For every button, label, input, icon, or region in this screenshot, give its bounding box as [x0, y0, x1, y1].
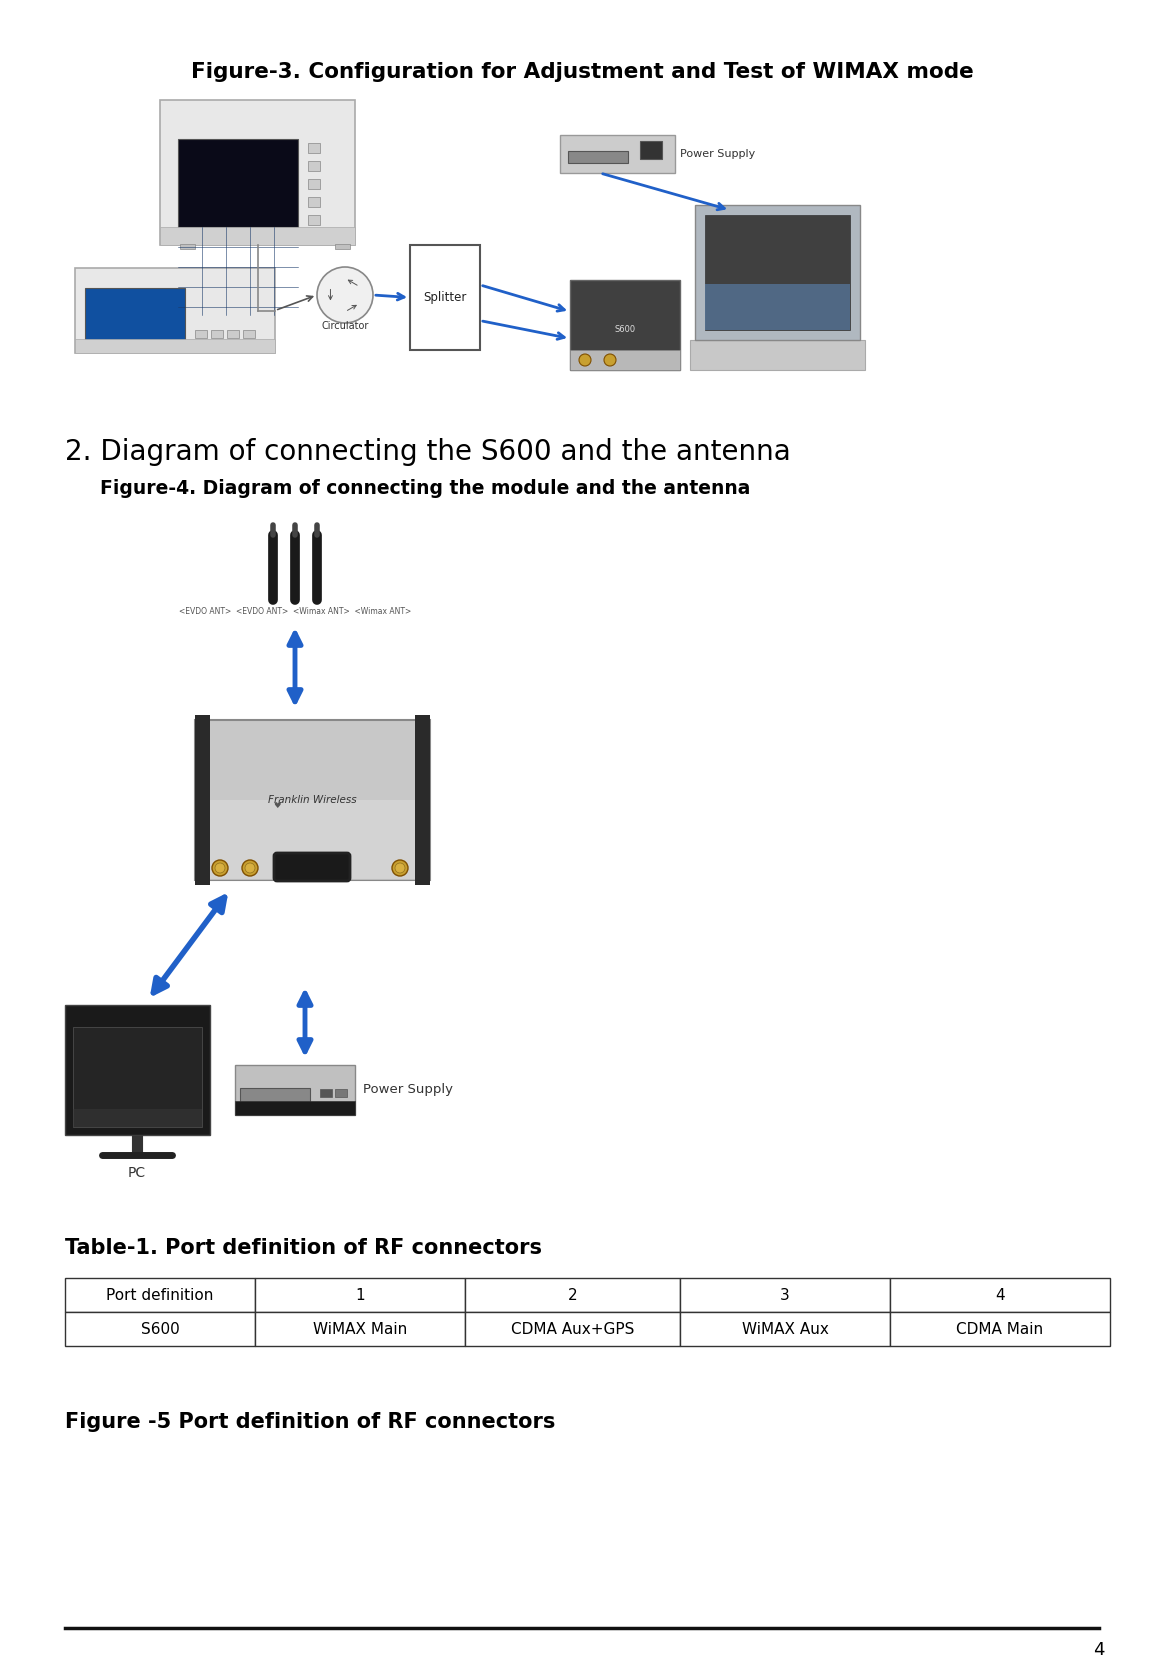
Circle shape: [604, 354, 616, 366]
Bar: [680, 1312, 890, 1346]
Text: 2: 2: [568, 1287, 577, 1302]
Bar: [320, 1089, 332, 1097]
Bar: [243, 331, 255, 337]
Bar: [73, 1109, 203, 1128]
Circle shape: [392, 861, 409, 876]
Bar: [640, 141, 662, 159]
Bar: [227, 331, 239, 337]
Bar: [416, 715, 430, 884]
Text: Splitter: Splitter: [424, 290, 467, 304]
Text: CDMA Main: CDMA Main: [957, 1322, 1044, 1336]
Text: 3: 3: [780, 1287, 790, 1302]
Bar: [65, 1279, 255, 1312]
Text: ♥: ♥: [274, 800, 281, 809]
Text: Table-1. Port definition of RF connectors: Table-1. Port definition of RF connector…: [65, 1238, 542, 1258]
Text: Port definition: Port definition: [106, 1287, 214, 1302]
Text: WiMAX Aux: WiMAX Aux: [741, 1322, 829, 1336]
Bar: [890, 1312, 1110, 1346]
FancyBboxPatch shape: [274, 852, 350, 881]
Bar: [560, 134, 675, 173]
Bar: [196, 715, 210, 884]
Bar: [196, 331, 207, 337]
Bar: [196, 720, 430, 879]
Text: PC: PC: [128, 1166, 146, 1180]
Bar: [705, 215, 850, 331]
Bar: [74, 339, 275, 352]
Circle shape: [317, 267, 372, 322]
Text: Circulator: Circulator: [321, 320, 369, 331]
Bar: [240, 1087, 310, 1102]
Circle shape: [212, 861, 228, 876]
Circle shape: [242, 861, 258, 876]
Bar: [255, 1279, 464, 1312]
Bar: [308, 180, 320, 190]
Text: Figure-4. Diagram of connecting the module and the antenna: Figure-4. Diagram of connecting the modu…: [100, 478, 751, 497]
Text: S600: S600: [615, 326, 636, 334]
Bar: [65, 1312, 255, 1346]
Bar: [690, 341, 865, 371]
Bar: [74, 268, 275, 352]
Bar: [235, 1066, 355, 1114]
Bar: [196, 800, 430, 879]
Bar: [680, 1279, 890, 1312]
Bar: [308, 215, 320, 225]
Text: Franklin Wireless: Franklin Wireless: [268, 795, 356, 805]
Bar: [85, 289, 185, 342]
Text: 1: 1: [355, 1287, 364, 1302]
Text: <EVDO ANT>  <EVDO ANT>  <Wimax ANT>  <Wimax ANT>: <EVDO ANT> <EVDO ANT> <Wimax ANT> <Wimax…: [179, 607, 411, 616]
Bar: [235, 1101, 355, 1114]
Text: 4: 4: [995, 1287, 1005, 1302]
Text: S600: S600: [141, 1322, 179, 1336]
Circle shape: [215, 862, 225, 873]
Bar: [568, 151, 629, 163]
Circle shape: [395, 862, 405, 873]
Text: 4: 4: [1093, 1641, 1105, 1660]
Text: WiMAX Main: WiMAX Main: [313, 1322, 407, 1336]
Bar: [308, 143, 320, 153]
Bar: [464, 1279, 680, 1312]
Text: Power Supply: Power Supply: [363, 1084, 453, 1096]
Bar: [890, 1279, 1110, 1312]
Text: Figure-3. Configuration for Adjustment and Test of WIMAX mode: Figure-3. Configuration for Adjustment a…: [191, 62, 973, 82]
Bar: [211, 331, 223, 337]
Circle shape: [579, 354, 591, 366]
Bar: [159, 227, 355, 245]
Bar: [178, 139, 298, 227]
Text: CDMA Aux+GPS: CDMA Aux+GPS: [511, 1322, 634, 1336]
Bar: [410, 245, 480, 351]
Bar: [308, 196, 320, 206]
Text: Figure -5 Port definition of RF connectors: Figure -5 Port definition of RF connecto…: [65, 1411, 555, 1431]
Circle shape: [244, 862, 255, 873]
Bar: [570, 280, 680, 371]
Bar: [159, 101, 355, 245]
Bar: [335, 243, 350, 248]
Bar: [335, 1089, 347, 1097]
Text: Power Supply: Power Supply: [680, 149, 755, 159]
Bar: [308, 161, 320, 171]
Bar: [705, 284, 850, 331]
Bar: [65, 1005, 210, 1134]
Bar: [73, 1027, 203, 1128]
Bar: [255, 1312, 464, 1346]
Bar: [695, 205, 860, 341]
Text: 2. Diagram of connecting the S600 and the antenna: 2. Diagram of connecting the S600 and th…: [65, 438, 790, 466]
Bar: [180, 243, 196, 248]
Bar: [464, 1312, 680, 1346]
Bar: [570, 351, 680, 371]
